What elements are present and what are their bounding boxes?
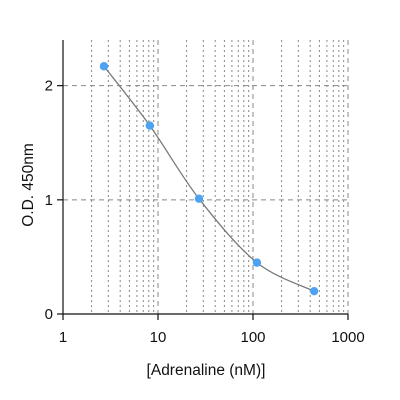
x-tick-label: 100 [240, 329, 265, 346]
x-tick-label: 10 [150, 329, 167, 346]
fit-curve [103, 65, 315, 292]
grid [63, 40, 349, 314]
data-point [309, 286, 319, 296]
x-tick-label: 1 [59, 329, 67, 346]
y-tick-label: 0 [45, 306, 53, 323]
axes [57, 40, 349, 320]
data-points [99, 62, 319, 296]
y-tick-label: 1 [45, 192, 53, 209]
x-tick-label: 1000 [331, 329, 364, 346]
fit-curve-layer [103, 65, 315, 292]
data-point [194, 194, 204, 203]
x-axis-title: [Adrenaline (nM)] [147, 362, 266, 379]
y-tick-label: 2 [45, 78, 53, 95]
data-point [145, 121, 155, 130]
y-axis-title: O.D. 450nm [20, 143, 37, 227]
data-point [99, 62, 109, 71]
data-point [252, 258, 262, 267]
